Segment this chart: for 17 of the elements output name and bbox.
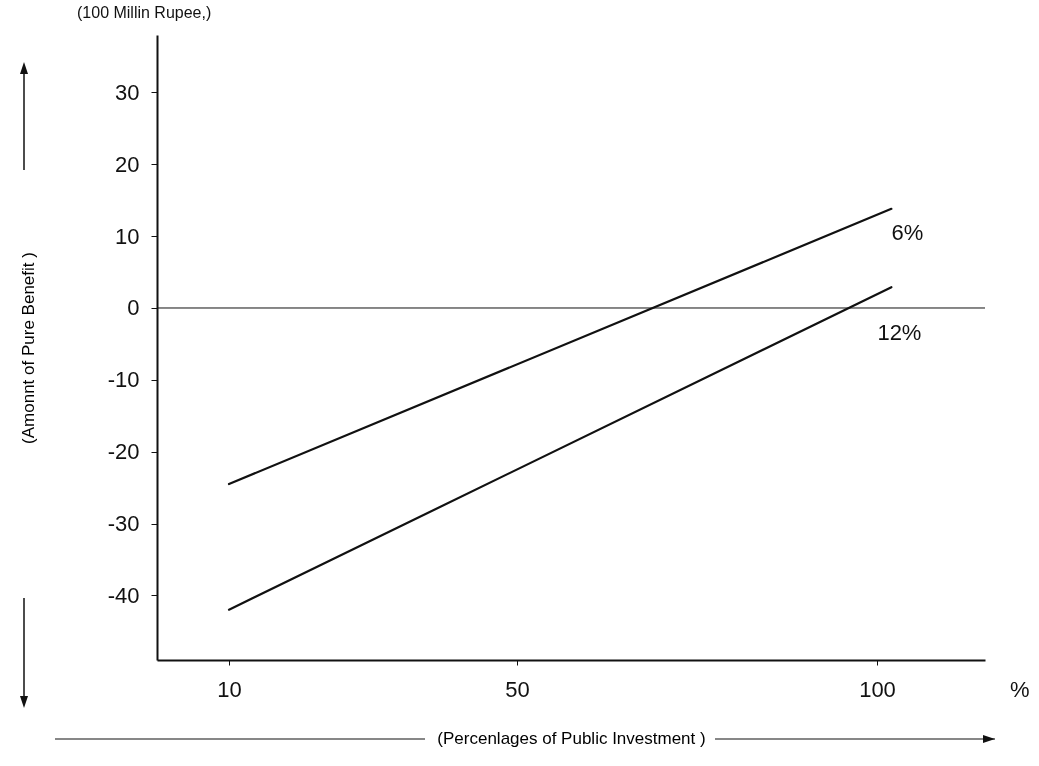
series-label: 6% [891, 219, 924, 245]
y-axis-title: (Amonnt of Pure Benefit ) [18, 252, 38, 444]
x-axis-title: (Percenlages of Public Investment ) [437, 728, 706, 748]
x-tick-label: 100 [859, 676, 896, 702]
y-tick-label: -10 [107, 367, 140, 393]
y-tick-label: 20 [115, 151, 140, 177]
x-tick-label: 50 [505, 676, 530, 702]
text: % [1010, 677, 1030, 702]
series-label: 12% [877, 320, 922, 346]
x-tick-label: 10 [217, 676, 242, 702]
y-tick-label: 0 [127, 295, 140, 321]
y-tick-label: 10 [115, 223, 140, 249]
y-tick-label: -30 [107, 511, 140, 537]
y-tick-label: -20 [107, 439, 140, 465]
text: (100 Millin Rupee,) [77, 4, 212, 21]
y-tick-label: -40 [107, 582, 140, 608]
y-tick-label: 30 [115, 79, 140, 105]
